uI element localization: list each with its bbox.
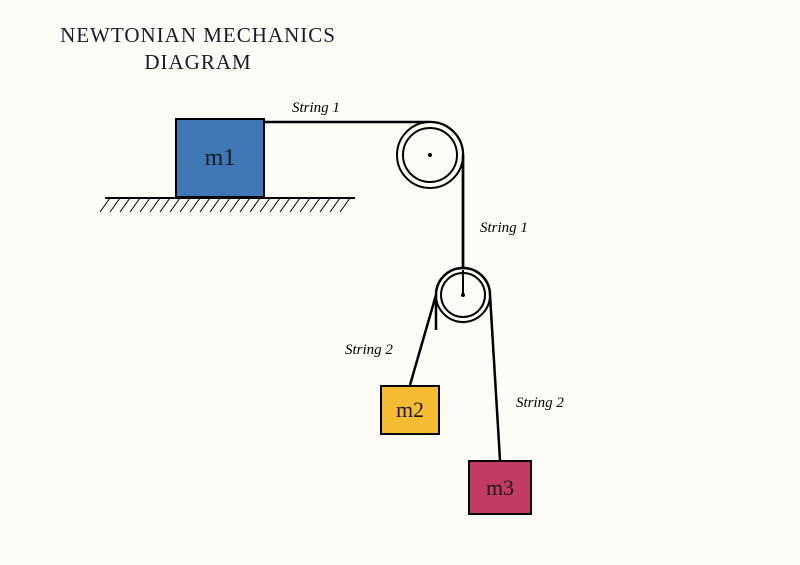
diagram-canvas — [0, 0, 800, 565]
s2-right-final — [490, 295, 500, 460]
mass-m2: m2 — [380, 385, 440, 435]
label-string2-left: String 2 — [345, 342, 393, 359]
label-string1-top: String 1 — [292, 100, 340, 117]
label-string1-side: String 1 — [480, 220, 528, 237]
mass-m2-label: m2 — [396, 397, 424, 423]
label-string2-right: String 2 — [516, 395, 564, 412]
s2-left-final — [410, 295, 436, 385]
surface-hatching — [100, 198, 350, 212]
mass-m1: m1 — [175, 118, 265, 198]
pulley1-axle — [428, 153, 432, 157]
mass-m1-label: m1 — [205, 145, 236, 172]
mass-m3: m3 — [468, 460, 532, 515]
mass-m3-label: m3 — [486, 475, 514, 501]
